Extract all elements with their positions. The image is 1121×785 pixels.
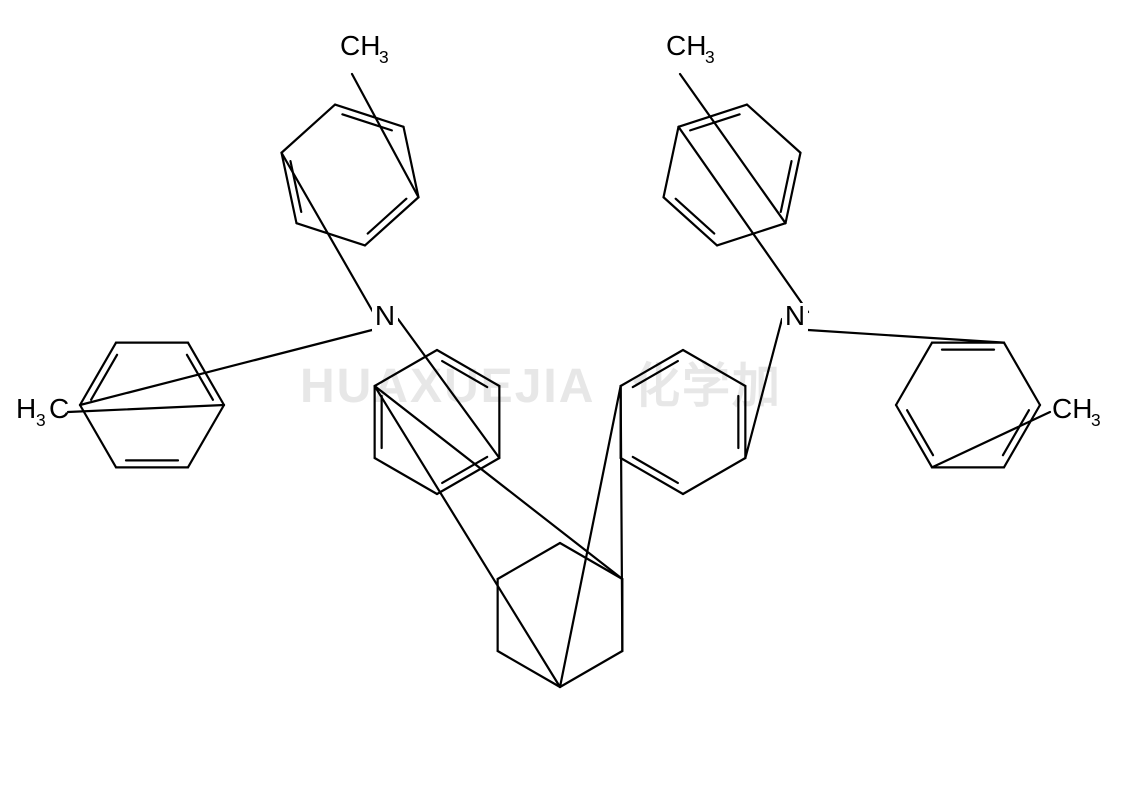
atom-label: 3 [36,410,46,430]
molecule-svg: HUAXUEJIA化学加NNCH3CH3H3CCH3 [0,0,1121,785]
atom-label: N [375,300,395,331]
atom-label: 3 [379,47,389,67]
atom-label: N [785,300,805,331]
atom-label: C [49,393,69,424]
atom-label: H [16,393,36,424]
atom-label: CH [666,30,706,61]
atom-label: CH [1052,393,1092,424]
atom-label: CH [340,30,380,61]
atom-label: 3 [1091,410,1101,430]
atom-label: 3 [705,47,715,67]
